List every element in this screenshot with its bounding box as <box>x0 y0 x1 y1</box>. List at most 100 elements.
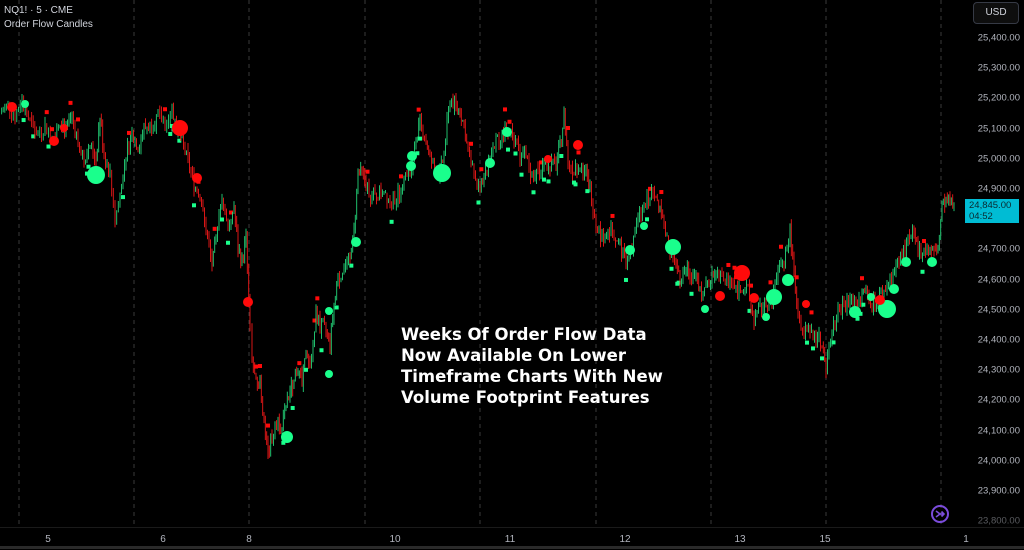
price-tick-label: 25,100.00 <box>977 123 1020 135</box>
buy-imbalance-bubble <box>502 127 512 137</box>
sell-imbalance-bubble <box>749 293 759 303</box>
chart-pane[interactable]: NQ1! · 5 · CME Order Flow Candles Weeks … <box>0 0 962 527</box>
delta-marker <box>747 308 752 313</box>
delta-marker <box>648 186 652 191</box>
delta-marker <box>519 172 524 177</box>
buy-imbalance-bubble <box>407 151 417 161</box>
delta-marker <box>669 266 674 271</box>
price-tick-label: 24,200.00 <box>977 394 1020 406</box>
delta-marker <box>469 141 473 146</box>
announcement-text: Weeks Of Order Flow Data Now Available O… <box>401 324 663 408</box>
buy-imbalance-bubble <box>325 370 333 378</box>
price-axis[interactable]: 25,400.00 25,300.00 25,200.00 25,100.00 25,0… <box>962 0 1024 527</box>
bottom-border <box>0 546 1024 549</box>
delta-marker <box>820 356 824 361</box>
delta-marker <box>266 423 270 428</box>
delta-marker <box>610 213 615 218</box>
price-chart[interactable] <box>0 0 962 527</box>
buy-imbalance-bubble <box>867 293 875 301</box>
delta-marker <box>566 126 570 131</box>
price-tick-label: 24,100.00 <box>977 425 1020 437</box>
time-tick-label: 5 <box>45 534 51 545</box>
delta-marker <box>177 138 182 143</box>
buy-imbalance-bubble <box>433 164 451 182</box>
delta-marker <box>624 277 628 282</box>
delta-marker <box>861 302 866 307</box>
buy-imbalance-bubble <box>927 257 937 267</box>
delta-marker <box>220 217 224 222</box>
delta-marker <box>416 107 421 112</box>
delta-marker <box>659 190 664 195</box>
delta-marker <box>389 219 394 224</box>
delta-marker <box>163 107 167 112</box>
sell-imbalance-bubble <box>7 102 17 112</box>
symbol-info[interactable]: NQ1! · 5 · CME <box>4 5 73 16</box>
delta-marker <box>920 269 925 274</box>
price-tick-label: 25,200.00 <box>977 92 1020 104</box>
price-tick-label: 24,300.00 <box>977 364 1020 376</box>
delta-marker <box>319 348 324 353</box>
delta-marker <box>831 340 836 345</box>
delta-marker <box>794 275 799 280</box>
time-tick-label: 13 <box>734 534 746 545</box>
scroll-to-realtime-button[interactable] <box>931 505 949 523</box>
delta-marker <box>749 283 753 288</box>
time-axis[interactable]: 5 6 8 10 11 12 13 15 1 <box>0 527 1024 550</box>
delta-marker <box>290 405 295 410</box>
delta-marker <box>542 177 546 182</box>
delta-marker <box>86 164 91 169</box>
delta-marker <box>676 280 681 285</box>
buy-imbalance-bubble <box>762 313 770 321</box>
delta-marker <box>415 151 420 156</box>
candles <box>1 93 955 459</box>
delta-marker <box>531 190 536 195</box>
time-tick-label: 1 <box>963 534 969 545</box>
delta-marker <box>334 305 339 310</box>
sell-imbalance-bubble <box>734 265 750 281</box>
delta-marker <box>559 154 564 159</box>
delta-marker <box>168 131 173 136</box>
delta-marker <box>254 364 258 369</box>
sell-imbalance-bubble <box>802 300 810 308</box>
delta-marker <box>922 239 926 244</box>
chart-legend: NQ1! · 5 · CME Order Flow Candles <box>4 4 93 32</box>
delta-marker <box>860 276 864 281</box>
delta-marker <box>689 291 694 296</box>
delta-marker <box>76 117 80 122</box>
indicator-name[interactable]: Order Flow Candles <box>4 19 93 30</box>
buy-imbalance-bubble <box>701 305 709 313</box>
buy-imbalance-bubble <box>665 239 681 255</box>
price-tick-label: 24,900.00 <box>977 183 1020 195</box>
price-tick-label: 25,300.00 <box>977 62 1020 74</box>
buy-imbalance-bubble <box>878 300 896 318</box>
announcement-line: Weeks Of Order Flow Data <box>401 325 647 344</box>
time-tick-label: 6 <box>160 534 166 545</box>
currency-button[interactable]: USD <box>973 2 1019 24</box>
buy-imbalance-bubble <box>21 100 29 108</box>
delta-marker <box>585 189 590 194</box>
delta-marker <box>44 110 49 115</box>
buy-imbalance-bubble <box>87 166 105 184</box>
last-price-value: 24,845.00 <box>969 200 1012 211</box>
buy-imbalance-bubble <box>485 158 495 168</box>
buy-imbalance-bubble <box>281 431 293 443</box>
delta-marker <box>546 179 551 184</box>
delta-marker <box>576 150 581 155</box>
delta-marker <box>312 318 317 323</box>
delta-marker <box>513 151 518 156</box>
announcement-line: Volume Footprint Features <box>401 388 650 407</box>
delta-marker <box>349 263 354 268</box>
delta-marker <box>315 296 320 301</box>
delta-marker <box>297 361 302 366</box>
delta-marker <box>46 144 51 149</box>
price-tick-label: 25,400.00 <box>977 32 1020 44</box>
delta-marker <box>68 100 73 105</box>
delta-marker <box>476 200 481 205</box>
sell-imbalance-bubble <box>243 297 253 307</box>
double-chevron-right-icon <box>935 510 945 518</box>
buy-imbalance-bubble <box>901 257 911 267</box>
sell-imbalance-bubble <box>573 140 583 150</box>
delta-marker <box>170 123 174 128</box>
delta-marker <box>399 174 403 179</box>
price-tick-label: 24,400.00 <box>977 334 1020 346</box>
